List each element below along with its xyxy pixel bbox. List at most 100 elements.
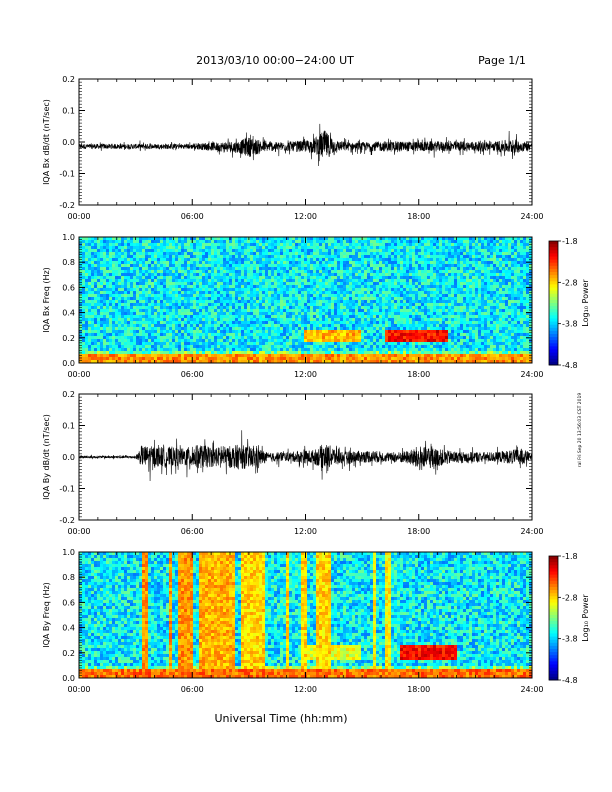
colorbar-segment: [549, 645, 558, 650]
x-tick-label: 24:00: [520, 212, 543, 221]
series-trace: [79, 430, 532, 481]
colorbar-segment: [549, 284, 558, 288]
colorbar-tick-label: -3.8: [562, 635, 578, 644]
y-tick-label: 0.8: [62, 573, 75, 582]
y-tick-label: 0.0: [62, 453, 75, 462]
colorbar-label: Log₁₀ Power: [581, 594, 590, 642]
colorbar-tick-label: -4.8: [562, 361, 578, 370]
colorbar-segment: [549, 571, 558, 576]
colorbar-frame: [548, 240, 559, 366]
y-tick-label: 0.8: [62, 258, 75, 267]
colorbar-segment: [549, 281, 558, 285]
colorbar-segment: [549, 642, 558, 647]
y-tick-label: -0.2: [59, 516, 75, 525]
y-tick-label: -0.2: [59, 201, 75, 210]
colorbar-tick-label: -2.8: [562, 278, 578, 287]
colorbar-segment: [549, 583, 558, 588]
y-tick-label: 0.2: [62, 649, 75, 658]
colorbar-segment: [549, 652, 558, 656]
colorbar-tick-label: -4.8: [562, 676, 578, 685]
y-axis-label: IQA Bx Freq (Hz): [42, 267, 51, 333]
y-tick-label: 0.2: [62, 390, 75, 399]
colorbar-segment: [549, 596, 558, 600]
colorbar-segment: [549, 340, 558, 344]
colorbar-segment: [549, 636, 558, 641]
colorbar-segment: [549, 664, 558, 669]
colorbar-segment: [549, 649, 558, 653]
colorbar-segment: [549, 259, 558, 264]
x-tick-label: 06:00: [181, 370, 204, 379]
y-tick-label: 0.6: [62, 283, 75, 292]
colorbar-segment: [549, 639, 558, 644]
colorbar-segment: [549, 577, 558, 582]
colorbar-segment: [549, 556, 558, 560]
colorbar-tick-label: -2.8: [562, 593, 578, 602]
y-tick-label: 0.2: [62, 334, 75, 343]
colorbar-segment: [549, 590, 558, 594]
colorbar-segment: [549, 306, 558, 310]
colorbar-segment: [549, 330, 558, 335]
bx-spectrogram-panel: 00:00 06:00 12:00 18:00 24:00 1.0 0.8 0.6 0.4 0.2…: [42, 233, 544, 379]
colorbar-segment: [549, 290, 558, 295]
colorbar-segment: [549, 318, 558, 323]
bx-dbdt-panel: 00:00 06:00 12:00 18:00 24:00 0.2 0.1 0.0 -0.1 -0…: [42, 75, 544, 221]
x-tick-label: 24:00: [520, 370, 543, 379]
colorbar-tick-label: -1.8: [562, 237, 578, 246]
colorbar-segment: [549, 352, 558, 357]
x-tick-label: 18:00: [407, 527, 430, 536]
y-axis-label: IQA By Freq (Hz): [42, 582, 51, 648]
colorbar-frame: [548, 555, 559, 681]
colorbar-segment: [549, 296, 558, 301]
colorbar-segment: [549, 268, 558, 273]
colorbar-segment: [549, 361, 558, 366]
colorbar-tick-label: -3.8: [562, 320, 578, 329]
colorbar-segment: [549, 324, 558, 329]
colorbar-segment: [549, 614, 558, 619]
y-tick-label: 0.0: [62, 138, 75, 147]
y-tick-label: 0.6: [62, 598, 75, 607]
colorbar-segment: [549, 599, 558, 603]
colorbar-segment: [549, 587, 558, 591]
colorbar-segment: [549, 309, 558, 313]
x-tick-label: 18:00: [407, 685, 430, 694]
colorbar-segment: [549, 343, 558, 347]
x-axis-label: Universal Time (hh:mm): [215, 712, 348, 725]
y-tick-label: 0.2: [62, 75, 75, 84]
colorbar-segment: [549, 241, 558, 245]
colorbar-segment: [549, 605, 558, 610]
colorbar-segment: [549, 559, 558, 563]
spectrogram-cells: [79, 552, 532, 678]
by-spectrogram-panel: 00:00 06:00 12:00 18:00 24:00 1.0 0.8 0.6 0.4 0.2…: [42, 548, 544, 694]
colorbar-tick-label: -1.8: [562, 552, 578, 561]
x-tick-label: 06:00: [181, 527, 204, 536]
x-tick-label: 00:00: [67, 685, 90, 694]
colorbar-segment: [549, 562, 558, 566]
colorbar-segment: [549, 275, 558, 279]
colorbar-segment: [549, 272, 558, 276]
colorbar-segment: [549, 299, 558, 304]
y-axis-label: IQA By dB/dt (nT/sec): [42, 414, 51, 500]
page-number: Page 1/1: [478, 54, 526, 67]
colorbar-segment: [549, 358, 558, 363]
x-tick-label: 18:00: [407, 212, 430, 221]
colorbar-segment: [549, 250, 558, 254]
colorbar-segment: [549, 611, 558, 616]
colorbar-segment: [549, 565, 558, 569]
colorbar-segment: [549, 621, 558, 625]
colorbar-segment: [549, 667, 558, 672]
y-tick-label: 0.4: [62, 624, 75, 633]
x-tick-label: 00:00: [67, 370, 90, 379]
y-tick-label: 1.0: [62, 548, 75, 557]
colorbar-segment: [549, 627, 558, 631]
y-tick-label: 1.0: [62, 233, 75, 242]
colorbar-segment: [549, 661, 558, 665]
y-tick-label: 0.1: [62, 422, 75, 431]
spectrogram-cells: [79, 237, 532, 363]
colorbar-segment: [549, 568, 558, 572]
x-tick-label: 12:00: [294, 527, 317, 536]
colorbar-segment: [549, 303, 558, 307]
colorbar-segment: [549, 346, 558, 350]
colorbar-segment: [549, 593, 558, 597]
x-tick-label: 24:00: [520, 685, 543, 694]
